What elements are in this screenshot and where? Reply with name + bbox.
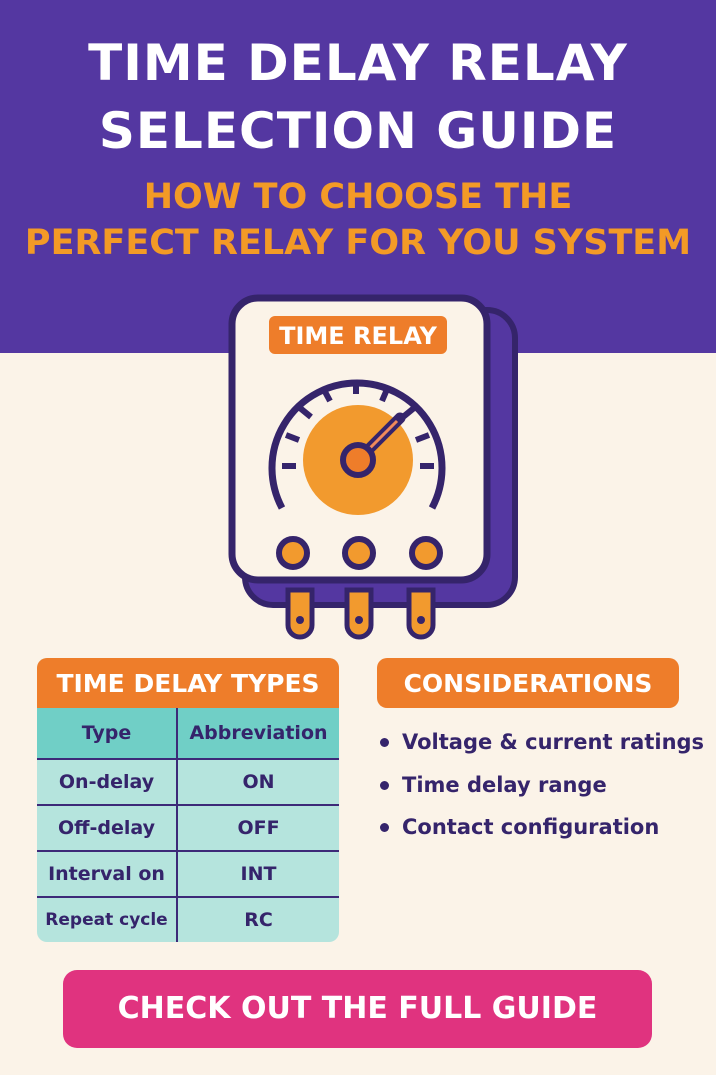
title-line-1: TIME DELAY RELAY [88, 34, 628, 92]
consideration-text: Voltage & current ratings [402, 730, 705, 754]
consideration-item: Voltage & current ratings [380, 730, 704, 754]
subtitle-line-1: HOW TO CHOOSE THE [143, 177, 573, 217]
title-line-2: SELECTION GUIDE [98, 102, 618, 160]
type-cell: Interval on [37, 852, 178, 896]
considerations-title: CONSIDERATIONS [377, 658, 679, 708]
consideration-item: Contact configuration [380, 815, 659, 839]
table-row: Off-delay OFF [37, 804, 339, 850]
table-header-row: Type Abbreviation [37, 708, 339, 758]
abbreviation-cell: ON [242, 771, 275, 793]
time-relay-illustration: TIME RELAY [228, 294, 518, 640]
relay-label: TIME RELAY [279, 322, 437, 350]
column-header-abbreviation: Abbreviation [189, 722, 328, 744]
bullet-icon [380, 737, 389, 747]
type-cell: On-delay [37, 760, 178, 804]
abbreviation-cell: INT [240, 863, 277, 885]
time-delay-types-table: TIME DELAY TYPES Type Abbreviation On-de… [37, 658, 339, 942]
dial-icon [268, 379, 446, 515]
check-out-guide-button[interactable]: CHECK OUT THE FULL GUIDE [63, 970, 652, 1048]
consideration-item: Time delay range [380, 773, 607, 797]
consideration-text: Contact configuration [402, 815, 660, 839]
knob-icon [276, 536, 443, 570]
table-row: Repeat cycle RC [37, 896, 339, 942]
subtitle-line-2: PERFECT RELAY FOR YOU SYSTEM [24, 223, 692, 263]
header-banner [0, 0, 716, 353]
table-title: TIME DELAY TYPES [37, 658, 339, 708]
bullet-icon [380, 780, 389, 790]
column-header-type: Type [37, 708, 178, 758]
type-cell: Repeat cycle [37, 898, 178, 942]
abbreviation-cell: OFF [237, 817, 280, 839]
consideration-text: Time delay range [402, 773, 607, 797]
type-cell: Off-delay [37, 806, 178, 850]
table-row: On-delay ON [37, 758, 339, 804]
table-row: Interval on INT [37, 850, 339, 896]
bullet-icon [380, 822, 389, 832]
abbreviation-cell: RC [244, 909, 273, 931]
terminal-icon [285, 587, 436, 640]
